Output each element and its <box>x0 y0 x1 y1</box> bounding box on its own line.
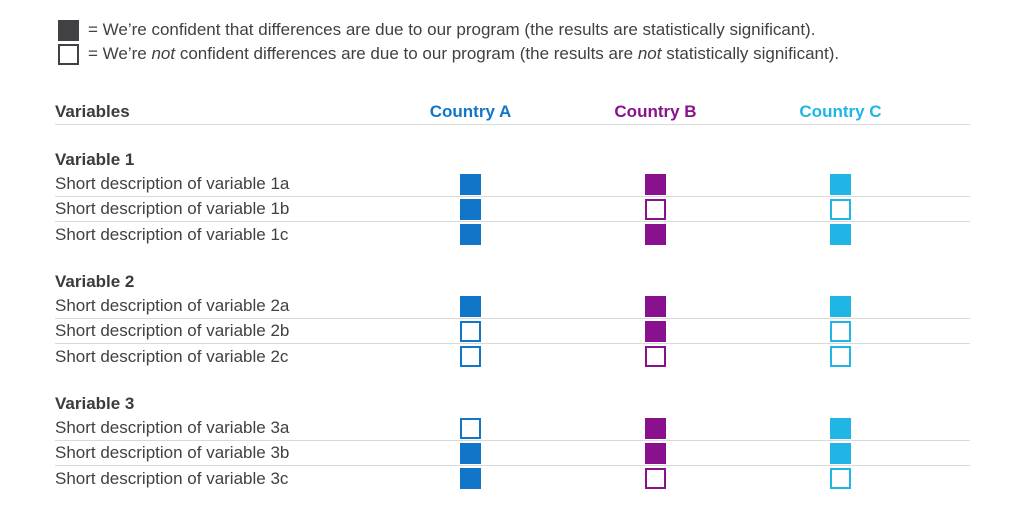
table-row: Short description of variable 2c <box>55 344 970 369</box>
significance-marker-country-b <box>645 173 666 195</box>
row-label: Short description of variable 2a <box>55 296 290 315</box>
variable-group-1: Variable 1 Short description of variable… <box>55 148 970 247</box>
significance-marker-country-c <box>830 224 851 245</box>
table-row: Short description of variable 2a <box>55 294 970 319</box>
significance-marker-country-c <box>830 198 851 220</box>
row-label: Short description of variable 2c <box>55 346 289 366</box>
legend-row-not-significant: = We’re not confident differences are du… <box>58 42 1024 66</box>
country-b-column-header: Country B <box>614 101 697 121</box>
filled-square-icon <box>58 19 79 41</box>
significance-table: Variables Country A Country B Country C … <box>55 99 970 491</box>
significance-marker-country-b <box>645 417 666 439</box>
significance-marker-country-c <box>830 173 851 195</box>
significance-marker-country-b <box>645 442 666 464</box>
variable-group-2: Variable 2 Short description of variable… <box>55 270 970 369</box>
legend-significant-text: = We’re confident that differences are d… <box>88 20 816 39</box>
table-row: Short description of variable 1a <box>55 172 970 197</box>
significance-marker-country-a <box>460 346 481 367</box>
variable-group-3: Variable 3 Short description of variable… <box>55 392 970 491</box>
empty-square-icon <box>58 43 79 65</box>
significance-marker-country-b <box>645 198 666 220</box>
significance-marker-country-c <box>830 346 851 367</box>
significance-marker-country-a <box>460 224 481 245</box>
group-title: Variable 1 <box>55 150 135 169</box>
significance-marker-country-b <box>645 468 666 489</box>
group-title: Variable 2 <box>55 272 135 291</box>
significance-marker-country-c <box>830 320 851 342</box>
table-row: Short description of variable 3b <box>55 441 970 466</box>
country-a-column-header: Country A <box>429 101 512 121</box>
row-label: Short description of variable 1a <box>55 174 290 193</box>
significance-marker-country-a <box>460 320 481 342</box>
legend-row-significant: = We’re confident that differences are d… <box>58 18 1024 42</box>
table-row: Short description of variable 1c <box>55 222 970 247</box>
table-row: Short description of variable 3c <box>55 466 970 491</box>
significance-marker-country-b <box>645 224 666 245</box>
group-title: Variable 3 <box>55 394 135 413</box>
significance-marker-country-a <box>460 442 481 464</box>
significance-marker-country-a <box>460 198 481 220</box>
country-c-column-header: Country C <box>799 101 882 121</box>
table-row: Short description of variable 2b <box>55 319 970 344</box>
significance-marker-country-a <box>460 173 481 195</box>
row-label: Short description of variable 3c <box>55 468 289 488</box>
legend-not-significant-text: = We’re not confident differences are du… <box>88 44 840 63</box>
significance-marker-country-a <box>460 295 481 317</box>
significance-marker-country-c <box>830 468 851 489</box>
significance-marker-country-a <box>460 468 481 489</box>
significance-marker-country-c <box>830 417 851 439</box>
table-row: Short description of variable 3a <box>55 416 970 441</box>
row-label: Short description of variable 1b <box>55 199 290 218</box>
significance-marker-country-c <box>830 442 851 464</box>
row-label: Short description of variable 2b <box>55 321 290 340</box>
significance-marker-country-a <box>460 417 481 439</box>
significance-marker-country-c <box>830 295 851 317</box>
legend: = We’re confident that differences are d… <box>0 0 1024 66</box>
variables-column-header: Variables <box>55 101 130 121</box>
significance-marker-country-b <box>645 320 666 342</box>
row-label: Short description of variable 1c <box>55 224 289 244</box>
row-label: Short description of variable 3a <box>55 418 290 437</box>
table-row: Short description of variable 1b <box>55 197 970 222</box>
row-label: Short description of variable 3b <box>55 443 290 462</box>
table-header-row: Variables Country A Country B Country C <box>55 99 970 125</box>
significance-marker-country-b <box>645 346 666 367</box>
significance-marker-country-b <box>645 295 666 317</box>
